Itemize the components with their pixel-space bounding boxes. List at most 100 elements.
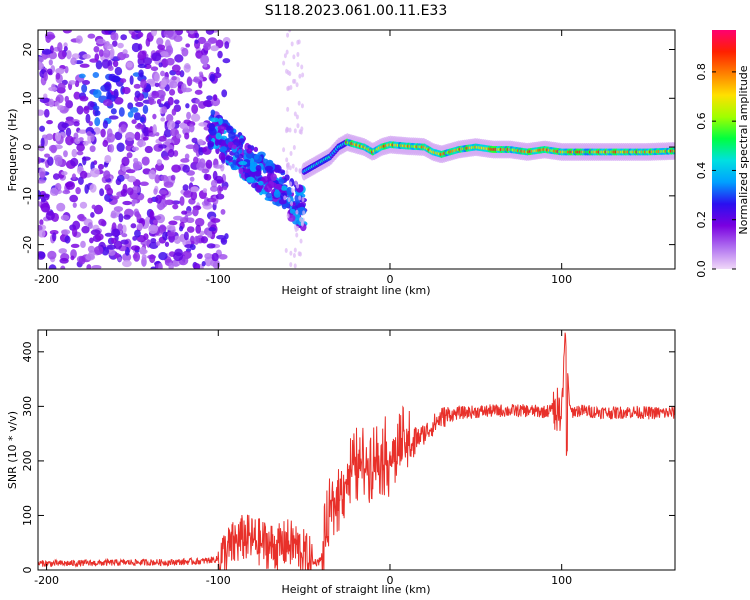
spectrogram-cell	[166, 224, 176, 231]
spectrogram-cell	[120, 124, 127, 133]
spectrogram-cell	[258, 180, 264, 186]
spectrogram-cell	[79, 63, 90, 68]
spectrogram-x-axis-label: Height of straight line (km)	[281, 284, 430, 297]
spectrogram-cell	[292, 78, 296, 84]
spectrogram-cell	[188, 30, 195, 35]
spectrogram-cell	[86, 131, 92, 137]
spectrogram-cell	[44, 153, 51, 158]
spectrogram-cell	[164, 241, 170, 247]
spectrogram-cell	[70, 255, 75, 261]
spectrogram-cell	[298, 73, 302, 79]
spectrogram-cell	[94, 245, 104, 255]
spectrogram-cell	[156, 159, 163, 166]
spectrogram-cell	[292, 54, 296, 60]
snr-y-tick-label: 400	[21, 341, 34, 362]
spectrogram-cell	[110, 108, 117, 115]
spectrogram-x-tick-label: 0	[386, 273, 393, 286]
spectrogram-cell	[264, 196, 274, 201]
spectrogram-cell	[165, 57, 175, 66]
spectrogram-cell	[220, 209, 226, 215]
snr-panel: -200 -100 0 100 0 100 200 300 400 Height of stra…	[6, 329, 676, 596]
colorbar-tick-label: 0.0	[695, 260, 708, 278]
spectrogram-cell	[175, 70, 181, 76]
spectrogram-cell	[286, 32, 290, 38]
spectrogram-cell	[40, 202, 51, 213]
spectrogram-cell	[162, 59, 167, 66]
spectrogram-cell	[93, 45, 100, 53]
spectrogram-cell	[290, 187, 294, 193]
spectrogram-cell	[246, 148, 253, 154]
spectrogram-cell	[79, 201, 88, 209]
spectrogram-cell	[136, 222, 144, 231]
spectrogram-cell	[296, 51, 300, 57]
spectrogram-cell	[122, 49, 128, 55]
spectrogram-cell	[57, 121, 67, 132]
spectrogram-cell	[283, 53, 287, 59]
colorbar-tick-label: 0.8	[695, 63, 708, 81]
spectrogram-cell	[194, 89, 203, 95]
spectrogram-cell	[135, 101, 144, 107]
spectrogram-cell	[102, 139, 109, 148]
spectrogram-cell	[183, 190, 193, 198]
spectrogram-cell	[108, 73, 117, 82]
spectrogram-cell	[179, 196, 185, 206]
snr-x-tick-label: 100	[551, 574, 572, 587]
spectrogram-cell	[39, 125, 46, 132]
spectrogram-cell	[113, 240, 123, 250]
spectrogram-cell	[78, 129, 88, 134]
spectrogram-cell	[217, 125, 226, 132]
spectrogram-cell	[286, 70, 290, 76]
spectrogram-cell	[40, 137, 45, 148]
spectrogram-cell	[38, 190, 42, 200]
spectrogram-cell	[104, 193, 114, 203]
spectrogram-cell	[40, 193, 50, 198]
spectrogram-cell	[169, 127, 178, 137]
spectrogram-cell	[94, 110, 101, 116]
spectrogram-cell	[150, 266, 157, 269]
spectrogram-cell	[286, 127, 290, 133]
spectrogram-cell	[289, 181, 293, 187]
spectrogram-cell	[190, 190, 198, 201]
snr-x-axis-label: Height of straight line (km)	[281, 583, 430, 596]
spectrogram-cell	[151, 30, 158, 37]
spectrogram-cell	[284, 174, 290, 181]
spectrogram-cell	[124, 131, 135, 142]
spectrogram-cell	[154, 174, 161, 184]
spectrogram-cell	[122, 260, 132, 268]
spectrogram-cell	[291, 163, 295, 169]
spectrogram-cell	[182, 184, 189, 191]
spectrogram-cell	[84, 184, 89, 194]
spectrogram-cell	[247, 144, 252, 150]
spectrogram-cell	[117, 256, 123, 262]
spectrogram-cell	[104, 43, 114, 50]
spectrogram-cell	[288, 127, 292, 133]
spectrogram-cell	[122, 200, 132, 206]
spectrogram-cell	[77, 214, 84, 220]
spectrogram-cell	[195, 217, 205, 227]
spectrogram-cell	[234, 151, 240, 158]
spectrogram-cell	[98, 218, 106, 226]
spectrogram-cell	[91, 204, 96, 210]
spectrogram-cell	[226, 126, 232, 131]
spectrogram-cell	[146, 78, 155, 84]
spectrogram-cell	[152, 113, 157, 120]
spectrogram-cell	[57, 42, 63, 53]
spectrogram-cell	[283, 195, 287, 201]
spectrogram-cell	[205, 159, 213, 169]
spectrogram-cell	[206, 197, 217, 203]
spectrogram-cell	[161, 106, 168, 114]
spectrogram-cell	[138, 69, 144, 77]
spectrogram-cell	[71, 148, 78, 158]
spectrogram-cell	[89, 237, 94, 244]
spectrogram-cell	[123, 173, 130, 180]
spectrogram-cell	[238, 167, 244, 175]
spectrogram-cell	[182, 164, 190, 173]
spectrogram-y-tick-label: 0	[21, 144, 34, 151]
spectrogram-cell	[116, 174, 125, 182]
spectrogram-cell	[38, 201, 42, 207]
spectrogram-cell	[217, 50, 223, 59]
spectrogram-cell	[94, 233, 104, 241]
spectrogram-cell	[92, 105, 100, 111]
spectrogram-cell	[133, 83, 141, 89]
spectrogram-cell	[162, 155, 170, 161]
